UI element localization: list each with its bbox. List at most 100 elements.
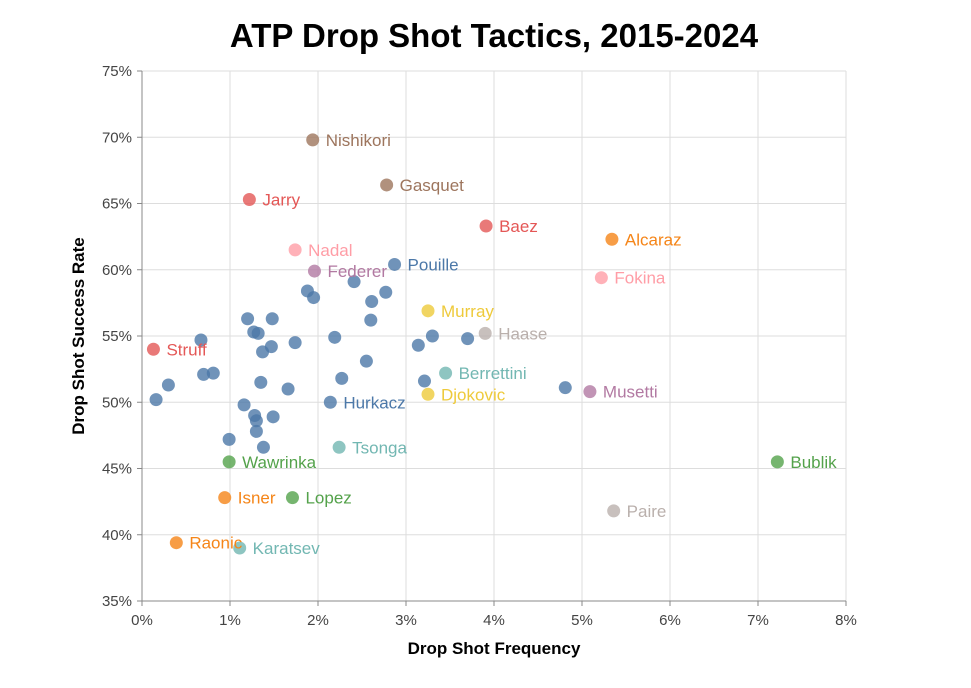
point-label-bublik: Bublik (790, 453, 837, 472)
y-tick-label: 65% (102, 196, 132, 213)
y-tick-label: 60% (102, 262, 132, 279)
data-point-struff (146, 342, 160, 356)
data-point (328, 330, 342, 344)
point-label-berrettini: Berrettini (459, 364, 527, 383)
point-label-struff: Struff (166, 340, 207, 359)
y-tick-label: 45% (102, 461, 132, 478)
data-point-jarry (242, 193, 256, 207)
data-point-tsonga (332, 440, 346, 454)
chart-title: ATP Drop Shot Tactics, 2015-2024 (230, 17, 759, 54)
data-point-wawrinka (222, 455, 236, 469)
x-tick-label: 8% (835, 612, 857, 629)
y-tick-label: 35% (102, 593, 132, 610)
point-label-hurkacz: Hurkacz (343, 393, 405, 412)
data-point (254, 375, 268, 389)
x-tick-label: 6% (659, 612, 681, 629)
point-label-tsonga: Tsonga (352, 438, 407, 457)
point-label-haase: Haase (498, 324, 547, 343)
data-point (194, 333, 208, 347)
data-point (206, 366, 220, 380)
data-point (558, 381, 572, 395)
data-point (359, 354, 373, 368)
data-point (364, 313, 378, 327)
data-point-haase (478, 326, 492, 340)
data-point (411, 338, 425, 352)
point-label-baez: Baez (499, 217, 538, 236)
data-point-pouille (388, 257, 402, 271)
data-point (461, 332, 475, 346)
point-label-fokina: Fokina (614, 269, 666, 288)
x-tick-label: 0% (131, 612, 153, 629)
grid (141, 70, 847, 602)
data-point-federer (307, 264, 321, 278)
data-point (281, 382, 295, 396)
x-tick-label: 5% (571, 612, 593, 629)
data-point (249, 414, 263, 428)
point-label-musetti: Musetti (603, 383, 658, 402)
y-axis-ticks: 35% 40% 45% 50% 55% 60% 65% 70% 75% (102, 63, 142, 610)
point-label-wawrinka: Wawrinka (242, 453, 317, 472)
point-label-murray: Murray (441, 302, 494, 321)
data-point (265, 312, 279, 326)
data-point-fokina (594, 271, 608, 285)
data-point-baez (479, 219, 493, 233)
y-tick-label: 55% (102, 328, 132, 345)
point-label-gasquet: Gasquet (400, 176, 465, 195)
data-point (335, 371, 349, 385)
point-label-isner: Isner (238, 489, 276, 508)
x-axis-ticks: 0% 1% 2% 3% 4% 5% 6% 7% 8% (131, 601, 857, 629)
data-point-hurkacz (323, 395, 337, 409)
data-point (347, 275, 361, 289)
data-point (264, 340, 278, 354)
y-tick-label: 40% (102, 527, 132, 544)
data-point (197, 367, 211, 381)
point-label-paire: Paire (627, 502, 667, 521)
data-point (288, 336, 302, 350)
y-tick-label: 50% (102, 394, 132, 411)
data-point-djokovic (421, 387, 435, 401)
data-point (365, 295, 379, 309)
data-point (251, 326, 265, 340)
y-axis-title: Drop Shot Success Rate (69, 237, 88, 434)
data-point (237, 398, 251, 412)
data-point (249, 424, 263, 438)
data-point-karatsev (233, 541, 247, 555)
data-points (146, 133, 784, 555)
y-tick-label: 70% (102, 129, 132, 146)
point-label-alcaraz: Alcaraz (625, 230, 682, 249)
data-point-bublik (770, 455, 784, 469)
data-point (379, 285, 393, 299)
point-label-nadal: Nadal (308, 241, 352, 260)
data-point-berrettini (439, 366, 453, 380)
x-tick-label: 1% (219, 612, 241, 629)
x-tick-label: 3% (395, 612, 417, 629)
data-point-alcaraz (605, 232, 619, 246)
x-tick-label: 7% (747, 612, 769, 629)
data-point (241, 312, 255, 326)
data-point-gasquet (380, 178, 394, 192)
data-point (149, 393, 163, 407)
data-point-lopez (285, 491, 299, 505)
data-point (161, 378, 175, 392)
point-label-nishikori: Nishikori (326, 131, 391, 150)
x-tick-label: 2% (307, 612, 329, 629)
data-point-isner (218, 491, 232, 505)
x-axis-title: Drop Shot Frequency (408, 639, 581, 658)
data-point (417, 374, 431, 388)
data-point-musetti (583, 385, 597, 399)
data-point-nishikori (306, 133, 320, 147)
data-point (266, 410, 280, 424)
point-label-pouille: Pouille (408, 255, 459, 274)
point-labels: Nishikori Gasquet Jarry Baez Alcaraz Nadal Pou… (166, 131, 837, 558)
data-point-nadal (288, 243, 302, 257)
point-label-djokovic: Djokovic (441, 385, 506, 404)
data-point (256, 440, 270, 454)
point-label-lopez: Lopez (305, 489, 351, 508)
x-tick-label: 4% (483, 612, 505, 629)
data-point-paire (607, 504, 621, 518)
point-label-karatsev: Karatsev (253, 539, 321, 558)
point-label-federer: Federer (327, 262, 387, 281)
point-label-raonic: Raonic (189, 534, 242, 553)
